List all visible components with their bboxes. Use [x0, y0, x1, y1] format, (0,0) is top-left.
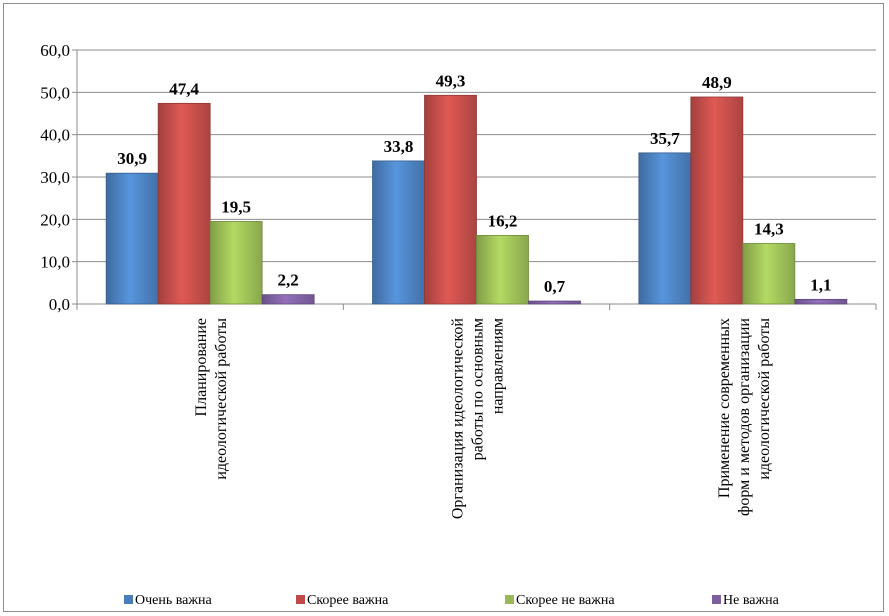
y-tick-label: 60,0 — [40, 41, 70, 60]
bar — [261, 294, 315, 305]
legend: Очень важна Скорее важна Скорее не важна Не… — [124, 593, 780, 608]
data-label: 16,2 — [488, 211, 518, 230]
legend-swatch — [296, 595, 305, 604]
data-labels: 30,9 47,4 19,5 2,2 33,8 49,3 16,2 0,7 35,7 48,9 14… — [117, 71, 831, 296]
legend-swatch — [712, 595, 721, 604]
bar — [742, 243, 796, 305]
bar — [424, 94, 477, 305]
category-label: форм и методов организации — [736, 318, 753, 516]
bar — [372, 160, 425, 305]
category-label: идеологической работы — [756, 318, 773, 480]
category-label: идеологической работы — [213, 318, 230, 480]
category-label: Планирование — [193, 318, 210, 416]
y-tick-label: 0,0 — [49, 295, 70, 314]
legend-swatch — [124, 595, 133, 604]
data-label: 14,3 — [754, 219, 784, 238]
y-tick-label: 30,0 — [40, 168, 70, 187]
data-label: 19,5 — [221, 197, 251, 216]
bar — [105, 172, 159, 305]
legend-item: Скорее важна — [296, 593, 389, 608]
legend-label: Очень важна — [135, 593, 213, 608]
bars — [105, 94, 848, 305]
data-label: 0,7 — [544, 277, 566, 296]
data-label: 30,9 — [117, 149, 147, 168]
category-label: Организация идеологической — [450, 318, 467, 520]
data-label: 49,3 — [436, 71, 466, 90]
legend-swatch — [505, 595, 514, 604]
legend-item: Очень важна — [124, 593, 213, 608]
y-tick-label: 20,0 — [40, 210, 70, 229]
y-tick-label: 50,0 — [40, 83, 70, 102]
category-label: Применение современных — [716, 318, 733, 498]
legend-item: Не важна — [712, 593, 780, 608]
axes: 0,0 10,0 20,0 30,0 40,0 50,0 60,0 — [40, 41, 877, 314]
legend-label: Скорее важна — [307, 593, 389, 608]
legend-item: Скорее не важна — [505, 593, 615, 608]
category-labels: Планирование идеологической работы Организ… — [193, 318, 773, 520]
bar — [157, 102, 211, 305]
category-label: работы по основным — [470, 318, 487, 460]
category-label: направлениям — [490, 318, 507, 414]
bar — [209, 221, 263, 305]
bar — [638, 152, 692, 305]
data-label: 48,9 — [702, 73, 732, 92]
data-label: 47,4 — [169, 79, 199, 98]
data-label: 2,2 — [278, 271, 299, 290]
legend-label: Не важна — [723, 593, 780, 608]
data-label: 33,8 — [384, 137, 414, 156]
legend-label: Скорее не важна — [516, 593, 615, 608]
y-tick-label: 40,0 — [40, 126, 70, 145]
bar — [528, 300, 581, 305]
bar — [794, 298, 848, 305]
bar — [476, 235, 529, 305]
y-tick-label: 10,0 — [40, 253, 70, 272]
bar — [690, 96, 744, 305]
data-label: 1,1 — [810, 275, 831, 294]
data-label: 35,7 — [650, 129, 680, 148]
